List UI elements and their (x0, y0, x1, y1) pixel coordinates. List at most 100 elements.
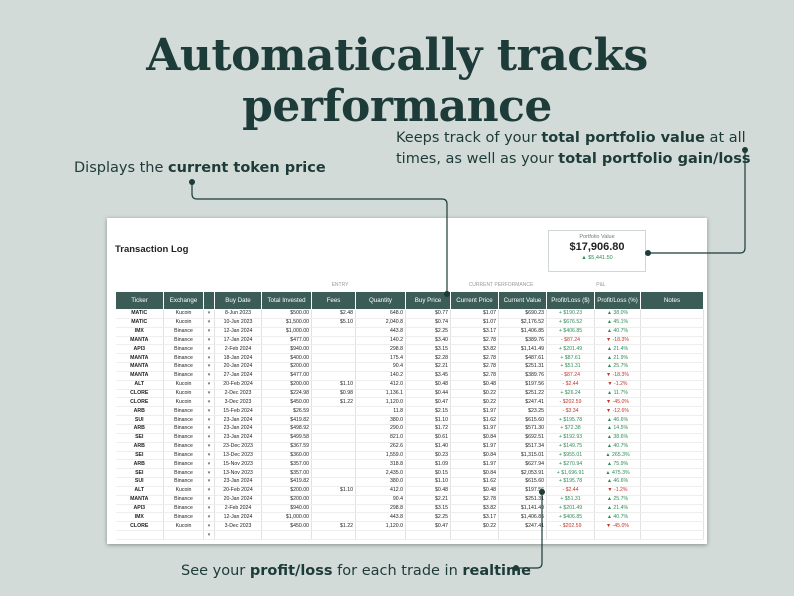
table-cell[interactable]: 27-Jan 2024 (214, 371, 262, 381)
table-cell[interactable]: $0.48 (450, 380, 499, 390)
exchange-dropdown-icon[interactable]: ▾ (203, 477, 215, 487)
table-cell[interactable]: $23.25 (498, 406, 547, 417)
table-cell[interactable]: SUI (115, 415, 164, 425)
table-row[interactable]: MANTA Binance ▾ 17-Jan 2024 $477.00 140.2 $3.4… (115, 336, 704, 346)
table-cell[interactable]: Binance (163, 477, 204, 487)
table-cell[interactable]: + $406.85 (546, 512, 595, 523)
table-cell[interactable]: 20-Feb 2024 (214, 486, 262, 496)
table-cell[interactable]: Binance (163, 415, 204, 425)
table-cell[interactable]: + $149.75 (546, 442, 595, 452)
table-cell[interactable]: $1.22 (311, 521, 356, 532)
notes-cell[interactable] (640, 415, 704, 425)
table-cell[interactable]: SUI (115, 477, 164, 487)
table-cell[interactable]: 20-Jan 2024 (214, 495, 262, 505)
table-row[interactable]: SUI Binance ▾ 23-Jan 2024 $419.82 380.0 $1.10 $… (115, 477, 704, 487)
exchange-dropdown-icon[interactable]: ▾ (203, 424, 215, 434)
table-row[interactable]: SEI Binance ▾ 13-Nov 2023 $357.00 2,435.0 $0.1… (115, 468, 704, 479)
table-cell[interactable]: ▼ -45.0% (594, 397, 641, 408)
table-cell[interactable]: ▲ 38.6% (594, 433, 641, 443)
table-cell[interactable]: $1.40 (405, 442, 451, 452)
table-cell[interactable]: ▲ 46.6% (594, 415, 641, 425)
table-row[interactable]: MANTA Binance ▾ 18-Jan 2024 $400.00 175.4 $2.2… (115, 353, 704, 364)
table-cell[interactable]: $200.00 (261, 362, 312, 372)
notes-cell[interactable] (640, 424, 704, 434)
table-cell[interactable]: $1.97 (450, 406, 499, 417)
table-cell[interactable] (311, 451, 356, 461)
table-cell[interactable]: ▲ 40.7% (594, 512, 641, 523)
table-row[interactable]: IMX Binance ▾ 12-Jan 2024 $1,000.00 443.8 $2.2… (115, 327, 704, 337)
table-cell[interactable]: - $202.59 (546, 521, 595, 532)
table-cell[interactable]: $3.82 (450, 504, 499, 514)
notes-cell[interactable] (640, 451, 704, 461)
table-row[interactable]: API3 Binance ▾ 2-Feb 2024 $940.00 298.8 $3.15 $… (115, 504, 704, 514)
table-cell[interactable]: + $1,696.91 (546, 468, 595, 479)
table-cell[interactable]: $251.31 (498, 495, 547, 505)
table-cell[interactable]: Binance (163, 468, 204, 479)
table-cell[interactable] (594, 530, 641, 540)
table-cell[interactable]: $1.07 (450, 309, 499, 319)
table-cell[interactable]: $627.94 (498, 459, 547, 470)
table-cell[interactable]: ▲ 11.7% (594, 389, 641, 399)
table-cell[interactable] (498, 530, 547, 540)
table-cell[interactable]: $940.00 (261, 344, 312, 355)
table-cell[interactable]: - $2.44 (546, 486, 595, 496)
table-cell[interactable]: $1.10 (311, 380, 356, 390)
table-cell[interactable]: 821.0 (355, 433, 406, 443)
table-cell[interactable] (311, 495, 356, 505)
table-cell[interactable]: $1,000.00 (261, 512, 312, 523)
notes-cell[interactable] (640, 433, 704, 443)
table-cell[interactable] (311, 477, 356, 487)
table-cell[interactable] (311, 512, 356, 523)
table-cell[interactable]: + $406.85 (546, 327, 595, 337)
table-row[interactable]: ARB Binance ▾ 15-Nov 2023 $357.00 318.8 $1.09 $… (115, 459, 704, 470)
table-cell[interactable] (311, 424, 356, 434)
table-cell[interactable]: $1.62 (450, 477, 499, 487)
column-header[interactable]: Total Invested (261, 291, 312, 310)
table-row[interactable]: ALT Kucoin ▾ 20-Feb 2024 $200.00 $1.10 412.0 $0… (115, 380, 704, 390)
table-cell[interactable]: $5.10 (311, 318, 356, 328)
table-cell[interactable]: $2.28 (405, 353, 451, 364)
table-cell[interactable]: MANTA (115, 495, 164, 505)
table-cell[interactable] (311, 468, 356, 479)
table-row[interactable]: SEI Binance ▾ 23-Jan 2024 $499.58 821.0 $0.61 $… (115, 433, 704, 443)
table-cell[interactable]: $2.21 (405, 495, 451, 505)
table-row[interactable]: ARB Binance ▾ 15-Feb 2024 $26.59 11.8 $2.15 $1.… (115, 406, 704, 417)
table-cell[interactable]: 3-Dec 2023 (214, 521, 262, 532)
table-cell[interactable]: $571.30 (498, 424, 547, 434)
table-cell[interactable]: MATIC (115, 318, 164, 328)
table-cell[interactable]: 2,435.0 (355, 468, 406, 479)
table-cell[interactable]: $0.61 (405, 433, 451, 443)
table-cell[interactable]: CLORE (115, 521, 164, 532)
table-cell[interactable]: $1.10 (311, 486, 356, 496)
table-row[interactable]: CLORE Kucoin ▾ 3-Dec 2023 $450.00 $1.22 1,120.… (115, 521, 704, 532)
table-cell[interactable]: ▼ -1.2% (594, 486, 641, 496)
table-cell[interactable]: + $676.52 (546, 318, 595, 328)
table-cell[interactable]: + $72.38 (546, 424, 595, 434)
table-cell[interactable]: 380.0 (355, 477, 406, 487)
table-cell[interactable]: $1,000.00 (261, 327, 312, 337)
table-cell[interactable]: $251.31 (498, 362, 547, 372)
table-cell[interactable]: ▼ -1.2% (594, 380, 641, 390)
table-cell[interactable]: ALT (115, 380, 164, 390)
table-cell[interactable]: $419.82 (261, 477, 312, 487)
table-cell[interactable]: $357.00 (261, 468, 312, 479)
notes-cell[interactable] (640, 442, 704, 452)
table-cell[interactable]: 23-Jan 2024 (214, 477, 262, 487)
table-cell[interactable]: $0.15 (405, 468, 451, 479)
table-cell[interactable]: $1,315.01 (498, 451, 547, 461)
table-cell[interactable]: ▲ 14.5% (594, 424, 641, 434)
table-cell[interactable] (311, 530, 356, 540)
table-cell[interactable]: $1.62 (450, 415, 499, 425)
table-cell[interactable]: Binance (163, 495, 204, 505)
table-cell[interactable] (405, 530, 451, 540)
table-cell[interactable]: $0.48 (405, 380, 451, 390)
notes-cell[interactable] (640, 336, 704, 346)
table-cell[interactable] (311, 415, 356, 425)
table-cell[interactable]: Binance (163, 362, 204, 372)
table-cell[interactable]: - $3.34 (546, 406, 595, 417)
table-cell[interactable]: 18-Jan 2024 (214, 353, 262, 364)
notes-cell[interactable] (640, 397, 704, 408)
exchange-dropdown-icon[interactable]: ▾ (203, 415, 215, 425)
table-cell[interactable]: + $51.31 (546, 495, 595, 505)
exchange-dropdown-icon[interactable]: ▾ (203, 495, 215, 505)
